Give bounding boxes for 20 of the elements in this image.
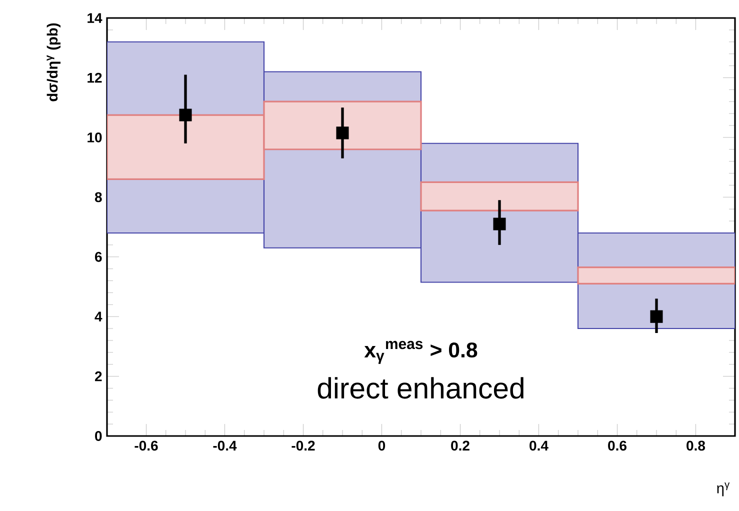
y-tick-label: 14 <box>88 13 102 23</box>
y-tick-label: 0 <box>95 431 102 441</box>
annotation: direct enhanced <box>318 377 524 399</box>
y-tick-label: 8 <box>94 192 102 202</box>
x-tick-label: -0.2 <box>292 440 315 451</box>
y-tick-label: 2 <box>94 371 102 382</box>
x-tick-label: -0.6 <box>134 440 158 451</box>
x-tick-label: 0.2 <box>451 440 470 451</box>
annotation: x$_{γ}$$^{meas}$ > 0.8 <box>364 340 478 364</box>
y-tick-label: 12 <box>88 72 102 83</box>
y-tick-label: 6 <box>95 252 102 262</box>
x-tick-label: 0.8 <box>686 440 706 451</box>
y-axis-title: dσ/dη$^{γ}$ (pb) <box>46 23 60 102</box>
y-tick-label: 4 <box>94 312 102 322</box>
x-tick-label: 0 <box>378 440 386 451</box>
x-tick-label: 0.4 <box>530 440 548 451</box>
x-axis-title: η$^{γ}$ <box>717 482 730 496</box>
x-tick-label: -0.4 <box>213 440 237 451</box>
y-tick-label: 10 <box>88 132 102 142</box>
x-tick-label: 0.6 <box>608 440 626 451</box>
